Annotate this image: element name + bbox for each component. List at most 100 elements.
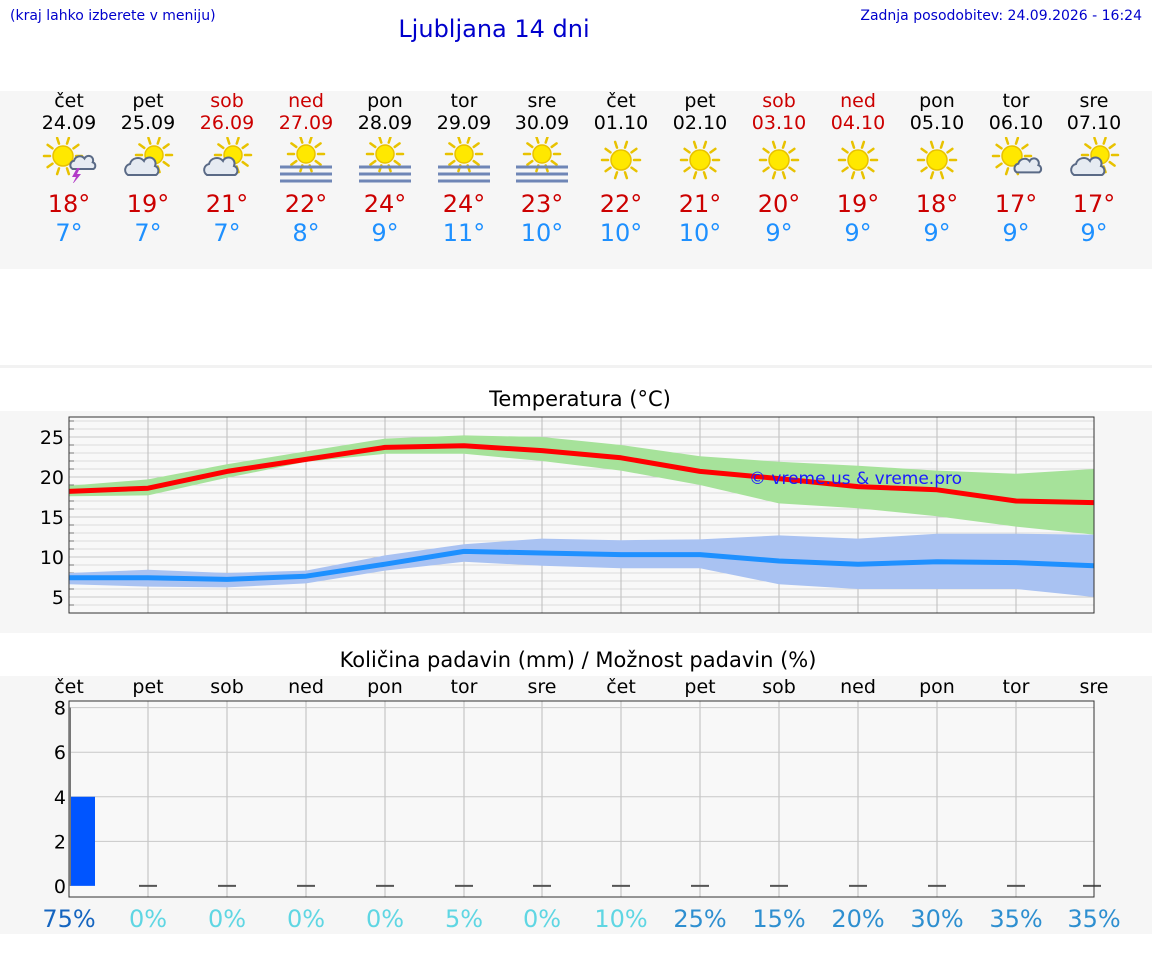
precipitation-bar bbox=[139, 884, 157, 887]
day-column: čet 01.10 22° 10° bbox=[581, 91, 661, 246]
max-temperature: 23° bbox=[520, 190, 564, 218]
day-column: čet 24.09 18° 7° bbox=[29, 91, 109, 246]
sun-fog-icon bbox=[516, 137, 568, 183]
day-label: ned bbox=[288, 676, 324, 698]
day-label: pon bbox=[367, 676, 403, 698]
day-name: pet bbox=[684, 90, 716, 112]
precipitation-chart-panel: 0 2 4 6 8 čet pet sob ned pon tor sre čet pet sob ned po… bbox=[0, 676, 1152, 934]
min-temperature: 9° bbox=[765, 219, 793, 247]
day-date: 27.09 bbox=[278, 112, 334, 134]
day-name: sob bbox=[762, 90, 796, 112]
precipitation-probability: 0% bbox=[208, 905, 246, 933]
max-temperature: 21° bbox=[205, 190, 249, 218]
precipitation-bar bbox=[928, 884, 946, 887]
min-temperature-line bbox=[69, 548, 1095, 582]
precipitation-chart-title: Količina padavin (mm) / Možnost padavin … bbox=[339, 648, 817, 672]
max-temperature: 24° bbox=[363, 190, 407, 218]
min-temperature: 10° bbox=[678, 219, 722, 247]
day-column: sob 26.09 21° 7° bbox=[187, 91, 267, 246]
max-temperature: 21° bbox=[678, 190, 722, 218]
day-name: sre bbox=[527, 90, 557, 112]
min-temperature: 7° bbox=[213, 219, 241, 247]
day-label: pet bbox=[684, 676, 715, 698]
precipitation-probability: 20% bbox=[831, 905, 884, 933]
precipitation-bar bbox=[1083, 884, 1101, 887]
day-label: sob bbox=[210, 676, 244, 698]
min-temperature: 9° bbox=[1080, 219, 1108, 247]
day-date: 03.10 bbox=[751, 112, 807, 134]
day-column: sre 07.10 17° 9° bbox=[1054, 91, 1134, 246]
precipitation-probability: 15% bbox=[752, 905, 805, 933]
precipitation-bar bbox=[455, 884, 473, 887]
min-temperature: 9° bbox=[923, 219, 951, 247]
precipitation-bar bbox=[297, 884, 315, 887]
precipitation-bar bbox=[218, 884, 236, 887]
sun-icon bbox=[837, 140, 879, 180]
max-temperature: 20° bbox=[757, 190, 801, 218]
y-tick-label: 2 bbox=[54, 831, 66, 853]
day-date: 04.10 bbox=[830, 112, 886, 134]
y-tick-label: 0 bbox=[54, 876, 66, 898]
min-temperature: 9° bbox=[371, 219, 399, 247]
max-temperature: 22° bbox=[599, 190, 643, 218]
y-tick-label: 4 bbox=[54, 787, 66, 809]
day-column: sob 03.10 20° 9° bbox=[739, 91, 819, 246]
day-label: tor bbox=[451, 676, 478, 698]
sun-icon bbox=[600, 140, 642, 180]
watermark: © vreme.us & vreme.pro bbox=[749, 469, 962, 489]
day-name: pet bbox=[132, 90, 164, 112]
y-tick-label: 25 bbox=[40, 427, 64, 449]
day-column: ned 04.10 19° 9° bbox=[818, 91, 898, 246]
precipitation-bar bbox=[376, 884, 394, 887]
day-column: sre 30.09 23° 10° bbox=[502, 91, 582, 246]
day-date: 28.09 bbox=[357, 112, 413, 134]
page-title: Ljubljana 14 dni bbox=[398, 15, 590, 43]
max-temperature-line bbox=[68, 443, 1095, 506]
day-label: tor bbox=[1003, 676, 1030, 698]
day-label: čet bbox=[606, 676, 636, 698]
min-temperature: 7° bbox=[134, 219, 162, 247]
sun-thunderstorm-icon bbox=[42, 137, 97, 183]
day-column: ned 27.09 22° 8° bbox=[266, 91, 346, 246]
plot-area bbox=[69, 701, 1094, 897]
location-hint: (kraj lahko izberete v meniju) bbox=[10, 8, 216, 24]
temperature-chart-panel: 5 10 15 20 25 © vreme.us & vreme.pro bbox=[0, 411, 1152, 633]
day-name: ned bbox=[840, 90, 876, 112]
day-column: pon 05.10 18° 9° bbox=[897, 91, 977, 246]
max-temperature: 22° bbox=[284, 190, 328, 218]
y-tick-label: 10 bbox=[40, 547, 64, 569]
day-date: 07.10 bbox=[1066, 112, 1122, 134]
day-name: čet bbox=[606, 90, 636, 112]
sun-cloud-icon bbox=[1070, 137, 1120, 176]
precipitation-probability: 35% bbox=[1067, 905, 1120, 933]
precipitation-bar bbox=[533, 884, 551, 887]
day-date: 02.10 bbox=[672, 112, 728, 134]
day-column: pet 25.09 19° 7° bbox=[108, 91, 188, 246]
day-name: pon bbox=[919, 90, 955, 112]
sun-icon bbox=[679, 140, 721, 180]
day-name: pon bbox=[367, 90, 403, 112]
sun-fog-icon bbox=[359, 137, 411, 183]
last-update: Zadnja posodobitev: 24.09.2026 - 16:24 bbox=[860, 8, 1142, 24]
day-date: 24.09 bbox=[41, 112, 97, 134]
day-date: 26.09 bbox=[199, 112, 255, 134]
day-label: sre bbox=[1080, 676, 1109, 698]
precipitation-probability: 0% bbox=[523, 905, 561, 933]
min-temperature: 10° bbox=[599, 219, 643, 247]
precipitation-bar bbox=[770, 884, 788, 887]
precipitation-probability: 0% bbox=[129, 905, 167, 933]
day-column: pon 28.09 24° 9° bbox=[345, 91, 425, 246]
precipitation-bar bbox=[849, 884, 867, 887]
sun-cloud-icon bbox=[203, 137, 253, 176]
divider bbox=[0, 365, 1152, 368]
y-tick-label: 8 bbox=[54, 698, 66, 720]
precipitation-bar bbox=[612, 884, 630, 887]
day-column: pet 02.10 21° 10° bbox=[660, 91, 740, 246]
sun-cloud-icon bbox=[124, 137, 174, 176]
precipitation-probability: 75% bbox=[42, 905, 95, 933]
y-tick-label: 6 bbox=[54, 742, 66, 764]
sun-icon bbox=[758, 140, 800, 180]
temperature-chart: 5 10 15 20 25 © vreme.us & vreme.pro bbox=[40, 416, 1095, 614]
max-temperature: 24° bbox=[442, 190, 486, 218]
